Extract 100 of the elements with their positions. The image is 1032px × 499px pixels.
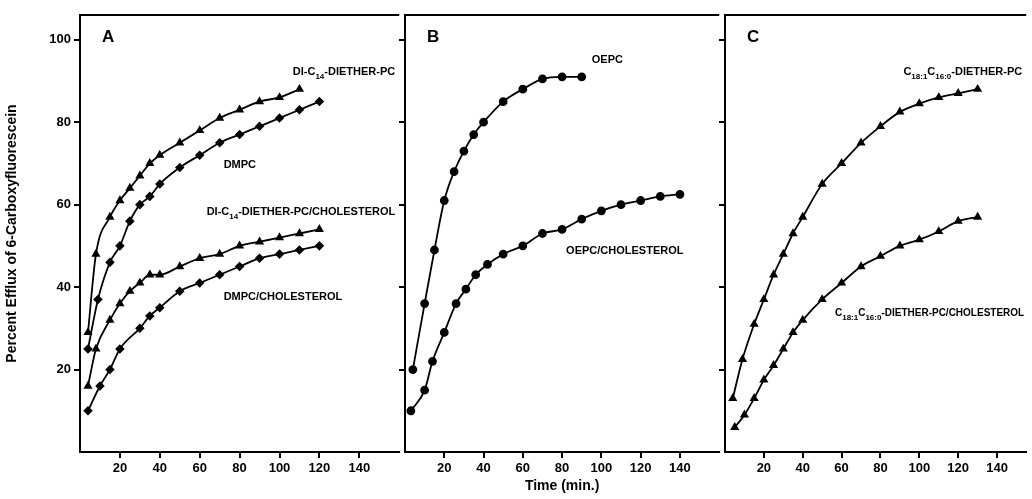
point	[92, 344, 100, 352]
point	[798, 315, 807, 323]
point	[459, 146, 469, 156]
point	[235, 130, 244, 139]
point	[895, 241, 904, 249]
point	[857, 138, 865, 146]
point	[616, 200, 626, 210]
point	[636, 196, 646, 205]
point	[759, 375, 768, 383]
x-tick-label: 40	[152, 460, 168, 476]
x-tick-label: 120	[308, 460, 331, 476]
point	[655, 192, 665, 201]
point	[84, 381, 92, 389]
point	[538, 74, 547, 84]
point	[451, 299, 461, 308]
point	[954, 216, 963, 224]
text: A	[102, 27, 115, 47]
point	[175, 286, 185, 296]
point	[315, 241, 324, 251]
point	[315, 97, 324, 106]
point	[235, 241, 244, 249]
y-tick-label: 60	[56, 196, 71, 212]
x-tick-label: 20	[112, 460, 128, 476]
point	[275, 113, 284, 123]
x-tick-label: 80	[232, 460, 247, 476]
point	[135, 171, 144, 179]
point	[195, 278, 205, 288]
point	[449, 167, 459, 177]
x-tick-label: 100	[590, 460, 613, 476]
point	[125, 183, 134, 191]
point	[295, 229, 304, 237]
point	[779, 344, 788, 352]
point	[315, 224, 324, 233]
point	[837, 159, 846, 167]
point	[215, 270, 225, 280]
series-label: DMPC	[223, 157, 257, 170]
point	[195, 253, 204, 261]
point	[915, 99, 924, 107]
point	[420, 299, 430, 308]
point	[557, 224, 567, 234]
point	[135, 200, 145, 210]
point	[408, 365, 418, 374]
point	[750, 319, 759, 327]
point	[105, 212, 114, 220]
point	[235, 262, 244, 271]
point	[175, 138, 184, 146]
point	[789, 328, 797, 336]
point	[769, 361, 778, 369]
x-tick-label: 40	[795, 460, 810, 476]
point	[145, 270, 154, 278]
point	[498, 249, 508, 259]
point	[471, 270, 481, 280]
point	[175, 163, 185, 172]
point	[255, 253, 264, 263]
point	[577, 72, 587, 82]
point	[135, 278, 144, 286]
point	[195, 126, 204, 134]
x-tick-label: 20	[756, 460, 772, 476]
x-tick-label: 60	[515, 460, 531, 476]
point	[115, 299, 124, 307]
point	[557, 72, 567, 82]
point	[837, 278, 846, 286]
point	[876, 251, 885, 259]
x-tick-label: 140	[348, 460, 371, 476]
point	[428, 356, 437, 366]
point	[115, 241, 125, 251]
text: B	[427, 27, 440, 47]
point	[498, 97, 508, 106]
point	[145, 311, 155, 321]
point	[857, 262, 865, 270]
point	[295, 245, 304, 255]
point	[215, 138, 225, 148]
x-axis-title: Time (min.)	[524, 477, 600, 494]
point	[730, 422, 739, 430]
point	[215, 113, 224, 121]
point	[135, 323, 145, 333]
y-tick-label: 20	[56, 361, 71, 377]
point	[235, 105, 244, 113]
series-label: DMPC/CHOLESTEROL	[223, 289, 343, 302]
point	[95, 381, 105, 391]
x-tick-label: 120	[947, 460, 970, 476]
point	[295, 105, 304, 115]
series-label: OEPC/CHOLESTEROL	[566, 244, 684, 257]
point	[92, 249, 100, 257]
point	[275, 249, 284, 259]
point	[145, 192, 155, 201]
point	[83, 406, 93, 416]
point	[255, 97, 264, 105]
point	[728, 394, 737, 402]
point	[538, 229, 547, 238]
x-tick-label: 60	[192, 460, 207, 476]
x-tick-label: 40	[476, 460, 491, 476]
y-tick-label: 100	[49, 31, 71, 47]
point	[915, 235, 924, 243]
point	[934, 227, 943, 235]
point	[115, 344, 125, 354]
point	[973, 212, 982, 220]
point	[483, 260, 492, 269]
point	[577, 214, 587, 224]
point	[155, 303, 165, 313]
